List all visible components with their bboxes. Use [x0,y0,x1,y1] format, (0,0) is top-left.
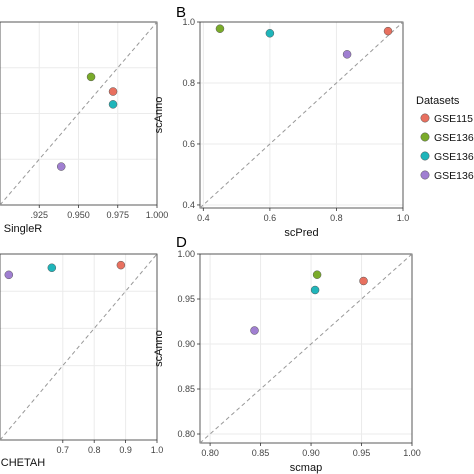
y-tick-label: 0.95 [177,294,195,304]
x-axis-label: scmap [290,462,322,474]
panel-letter-d: D [176,234,187,251]
data-point-gse136a [215,24,225,33]
x-tick-label: 1.0 [397,213,410,223]
diagonal-reference-line [0,21,158,206]
legend-label-gse136c: GSE136 [434,170,474,182]
data-point-gse136b [265,29,275,38]
y-tick-label: 0.4 [182,200,195,210]
data-point-gse115 [383,26,393,36]
y-tick-label: 1.0 [182,17,195,27]
legend-label-gse136a: GSE136 [434,132,474,144]
x-axis-label: SingleR [4,223,43,235]
diagonal-reference-line [199,21,404,209]
x-tick-label: 0.90 [302,448,320,458]
y-tick-label: 0.85 [177,384,195,394]
data-point-gse136a [86,72,96,82]
data-point-gse115 [108,87,118,96]
data-point-gse136a [312,270,322,279]
y-tick-label: 1.00 [177,249,195,259]
legend-swatch-gse136a [420,132,430,142]
x-tick-label: 0.975 [106,210,129,220]
x-tick-label: 1.0 [151,445,164,455]
y-tick-label: 0.8 [182,78,195,88]
x-tick-label: 1.000 [146,210,169,220]
y-tick-label: 0.6 [182,139,195,149]
x-tick-label: 0.7 [57,445,70,455]
legend-label-gse136b: GSE136 [434,151,474,163]
panel-letter-b: B [176,4,186,21]
diagonal-reference-line [0,253,158,441]
data-point-gse136b [47,263,57,273]
x-tick-label: 0.950 [67,210,90,220]
plot-frame [0,253,158,441]
x-tick-label: 0.80 [201,448,219,458]
y-axis-label: scAnno [153,97,165,134]
x-tick-label: 0.6 [264,213,277,223]
plot-frame [199,21,404,209]
x-axis-label: CHETAH [1,457,45,469]
panel-d: 0.80 0.85 0.90 0.95 1.00 0.80 0.85 0.90 0.95 1.00… [153,249,421,474]
diagonal-reference-line [199,253,413,444]
x-tick-label: 0.8 [88,445,101,455]
legend-swatch-gse136c [420,170,430,180]
plot-frame [199,253,413,444]
data-point-gse136c [250,326,259,335]
y-tick-label: 0.80 [177,429,195,439]
x-tick-label: .925 [30,210,48,220]
data-point-gse136c [4,270,14,280]
panel-c: 0.7 0.8 0.9 1.0 CHETAH [0,253,164,469]
data-point-gse136c [56,162,66,171]
legend-swatch-gse136b [420,151,430,161]
x-tick-label: 1.00 [403,448,421,458]
legend-title: Datasets [416,95,460,107]
x-tick-label: 0.9 [119,445,132,455]
y-tick-label: 0.90 [177,339,195,349]
x-tick-label: 0.85 [252,448,270,458]
x-axis-label: scPred [284,227,318,239]
x-tick-label: 0.8 [330,213,343,223]
y-axis-label: scAnno [153,330,165,367]
panel-a: .925 0.950 0.975 1.000 SingleR [0,21,169,235]
data-point-gse115 [359,276,368,286]
data-point-gse136b [108,100,118,109]
x-tick-label: 0.4 [197,213,210,223]
data-point-gse115 [116,260,126,270]
data-point-gse136c [342,50,352,59]
data-point-gse136b [310,285,320,295]
legend-label-gse115: GSE115 [434,113,473,125]
legend-swatch-gse115 [420,113,430,123]
x-tick-label: 0.95 [353,448,371,458]
panel-b: 0.4 0.6 0.8 1.0 0.4 0.6 0.8 1.0 scPred scAnno [153,17,409,239]
legend: Datasets GSE115 GSE136 GSE136 GSE136 [416,95,474,182]
